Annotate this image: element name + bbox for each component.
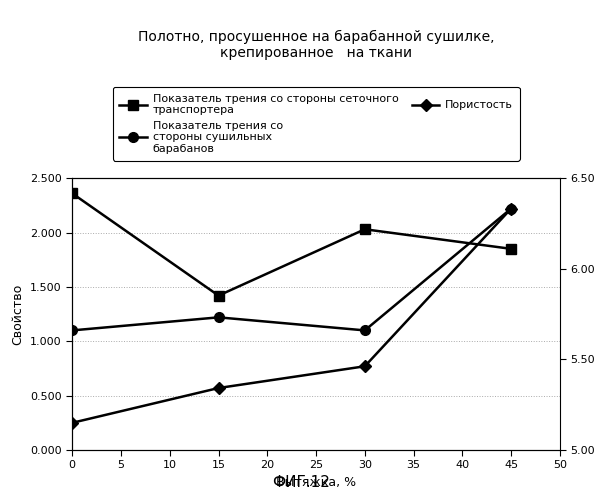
Text: Полотно, просушенное на барабанной сушилке,
крепированное   на ткани: Полотно, просушенное на барабанной сушил… [138,30,494,60]
Y-axis label: Свойство: Свойство [11,284,25,344]
Legend: Показатель трения со стороны сеточного
транспортера, Показатель трения со
сторон: Показатель трения со стороны сеточного т… [113,87,520,160]
X-axis label: Вытяжка, %: Вытяжка, % [276,476,356,489]
Text: ФИГ.12: ФИГ.12 [272,475,330,490]
